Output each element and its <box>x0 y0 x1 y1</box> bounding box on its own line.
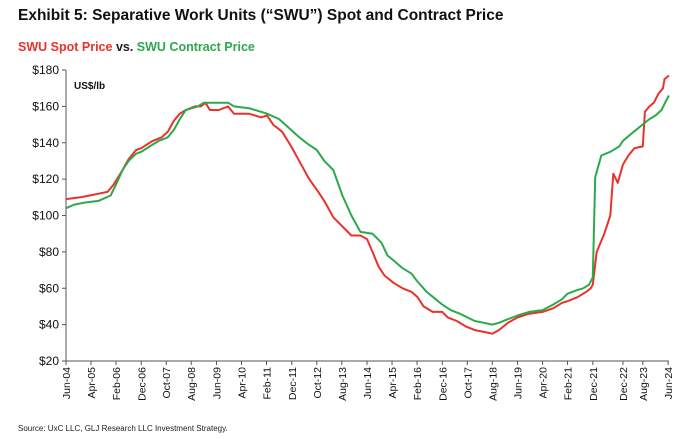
y-tick-label: $160 <box>32 99 59 113</box>
series-layer <box>65 74 670 335</box>
x-tick-label: Dec-11 <box>287 367 299 400</box>
y-tick-label: $180 <box>32 63 59 77</box>
subtitle-vs-label: vs. <box>112 40 137 54</box>
y-tick-label: $60 <box>39 281 59 295</box>
x-tick-label: Dec-22 <box>618 367 630 401</box>
x-tick-label: Apr-20 <box>538 367 550 399</box>
spot-price-line <box>65 74 670 335</box>
x-tick-label: Feb-06 <box>111 367 123 400</box>
x-tick-label: Dec-06 <box>136 367 148 401</box>
x-tick-label: Apr-10 <box>237 367 249 399</box>
x-tick-label: Feb-21 <box>563 367 575 400</box>
y-tick-label: $120 <box>32 172 59 186</box>
x-tick-label: Dec-16 <box>437 367 449 401</box>
x-tick-label: Feb-16 <box>412 367 424 400</box>
axes: $20 $40 $60 $80 $100 $120 $140 $160 $180 Jun-04 Ap… <box>32 63 675 401</box>
unit-label: US$/lb <box>74 81 105 92</box>
y-tick-label: $80 <box>39 245 59 259</box>
chart-title: Exhibit 5: Separative Work Units (“SWU”)… <box>18 7 504 24</box>
contract-price-line <box>65 95 670 326</box>
x-tick-label: Dec-21 <box>588 367 600 401</box>
x-tick-label: Apr-05 <box>86 367 98 399</box>
x-tick-label: Oct-12 <box>312 367 324 399</box>
chart-subtitle: SWU Spot Price vs. SWU Contract Price <box>18 40 255 54</box>
subtitle-spot-label: SWU Spot Price <box>18 40 113 54</box>
source-note: Source: UxC LLC, GLJ Research LLC Invest… <box>18 424 228 433</box>
x-tick-label: Jun-24 <box>663 367 675 399</box>
x-tick-label: Jun-14 <box>362 367 374 399</box>
y-tick-label: $40 <box>39 318 59 332</box>
x-tick-label: Aug-18 <box>487 367 499 401</box>
x-tick-label: Jun-19 <box>513 367 525 399</box>
x-tick-label: Oct-07 <box>161 367 173 399</box>
x-tick-label: Jun-04 <box>61 367 73 399</box>
x-tick-label: Apr-15 <box>387 367 399 399</box>
x-tick-label: Feb-11 <box>261 367 273 400</box>
y-tick-label: $100 <box>32 209 59 223</box>
x-tick-label: Jun-09 <box>212 367 224 399</box>
x-tick-label: Aug-08 <box>186 367 198 401</box>
x-tick-label: Aug-23 <box>638 367 650 401</box>
y-tick-label: $20 <box>39 354 59 368</box>
x-tick-label: Aug-13 <box>337 367 349 401</box>
x-tick-label: Oct-17 <box>462 367 474 399</box>
subtitle-contract-label: SWU Contract Price <box>136 40 255 54</box>
y-tick-label: $140 <box>32 136 59 150</box>
